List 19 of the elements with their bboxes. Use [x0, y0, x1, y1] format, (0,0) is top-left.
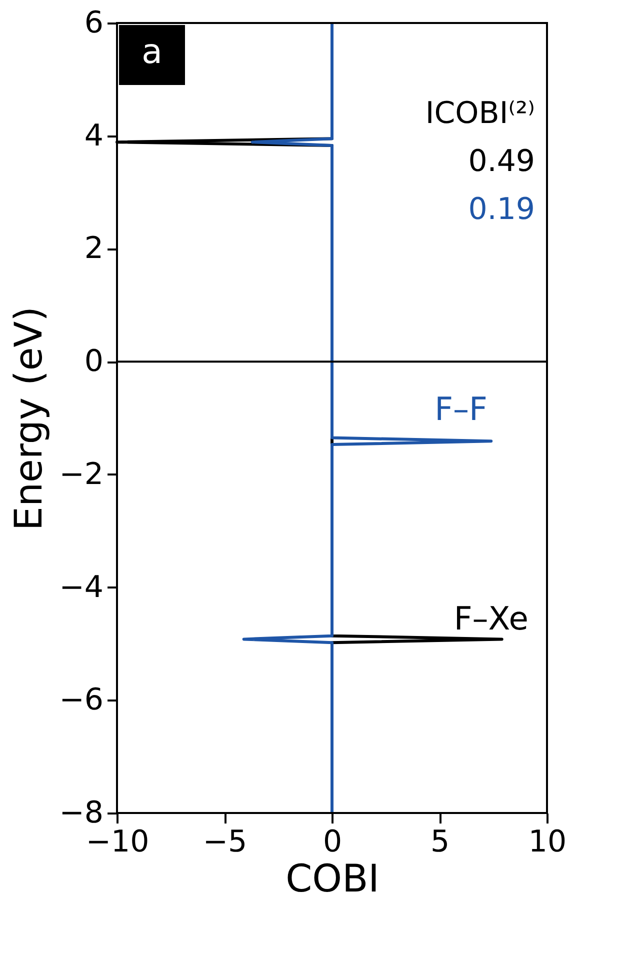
series-label: F–Xe [454, 599, 528, 638]
x-tick-label: 10 [528, 824, 567, 860]
x-tick-label: 0 [322, 824, 342, 860]
y-tick-label: −4 [59, 570, 104, 605]
annotation: 0.19 [468, 192, 535, 227]
y-axis-title: Energy (eV) [6, 306, 50, 531]
series-label: F–F [434, 390, 488, 428]
x-tick-label: 5 [430, 824, 450, 860]
y-tick-label: −6 [59, 682, 104, 718]
y-tick-label: 4 [84, 118, 104, 154]
x-axis-title: COBI [286, 856, 380, 900]
annotation: 0.49 [468, 144, 535, 179]
x-tick-label: −5 [202, 824, 248, 860]
y-tick-label: 2 [84, 231, 104, 266]
y-tick-label: 6 [84, 6, 104, 40]
annotation: ICOBI⁽²⁾ [425, 96, 535, 131]
y-tick-label: 0 [84, 344, 104, 380]
annotation: a [142, 32, 162, 72]
y-tick-label: −2 [59, 456, 104, 492]
